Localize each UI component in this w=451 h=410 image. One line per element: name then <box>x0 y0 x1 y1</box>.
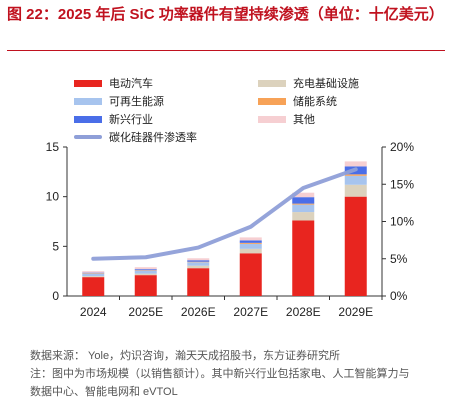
legend-label: 充电基础设施 <box>293 78 359 90</box>
bar-segment <box>82 277 105 296</box>
chart-canvas: 0 5 10 15 0% 5% 10% 15% 20% 2024 2025E 2026E 2027E 20… <box>46 140 415 319</box>
x-tick-label: 2025E <box>128 305 163 319</box>
legend-label: 可再生能源 <box>109 96 164 108</box>
legend-item-emerging: 新兴行业 <box>74 111 153 127</box>
legend-item-charging: 充电基础设施 <box>258 75 359 91</box>
y-left-tick-label: 10 <box>46 190 60 204</box>
bar-segment <box>292 212 315 221</box>
bar-segment <box>134 273 157 276</box>
penetration-line <box>91 167 358 261</box>
source-notes: 数据来源： Yole，灼识咨询，瀚天天成招股书，东方证券研究所 注：图中为市场规… <box>30 347 440 401</box>
bar-segment <box>344 174 367 176</box>
bar-segment <box>344 184 367 197</box>
x-tick-label: 2026E <box>181 305 216 319</box>
bar-segment <box>134 267 157 270</box>
bar-segment <box>187 258 210 261</box>
title-divider <box>7 50 445 51</box>
y-left-tick-label: 5 <box>52 239 59 253</box>
bar-segment <box>134 270 157 274</box>
bar-segment <box>187 262 210 266</box>
bar-segment <box>292 197 315 204</box>
bar-segment <box>82 276 105 278</box>
legend-item-renewable: 可再生能源 <box>74 93 164 109</box>
bar-segment <box>82 271 105 273</box>
legend-label: 碳化硅器件渗透率 <box>109 132 197 144</box>
y-right-tick-label: 20% <box>390 140 414 154</box>
x-tick-label: 2029E <box>338 305 373 319</box>
x-tick-label: 2027E <box>233 305 268 319</box>
bar-segment <box>239 248 262 254</box>
legend-swatch <box>258 97 286 105</box>
legend-label: 其他 <box>293 114 315 126</box>
legend-swatch <box>258 115 286 123</box>
bar-segment <box>292 192 315 198</box>
legend-swatch <box>74 79 102 87</box>
bar-segment <box>292 220 315 296</box>
bar-segment <box>292 203 315 205</box>
legend-line-swatch <box>74 135 102 139</box>
y-left-tick-label: 0 <box>52 289 59 303</box>
bar-segment <box>239 240 262 243</box>
legend-label: 新兴行业 <box>109 114 153 126</box>
bar-segment <box>344 175 367 185</box>
legend-item-storage: 储能系统 <box>258 93 337 109</box>
bar-segment <box>82 273 105 277</box>
note-line: 注：图中为市场规模（以销售额计）。其中新兴行业包括家电、人工智能算力与 <box>30 368 410 380</box>
bar-segment <box>187 268 210 296</box>
bar-segment <box>134 269 157 271</box>
legend-label: 电动汽车 <box>109 78 153 90</box>
y-right-tick-label: 15% <box>390 177 414 191</box>
bar-segment <box>292 204 315 213</box>
legend-item-ev: 电动汽车 <box>74 75 153 91</box>
chart-title: 图 22：2025 年后 SiC 功率器件有望持续渗透（单位：十亿美元） <box>7 6 444 23</box>
bar-segment <box>187 265 210 269</box>
bar-segment <box>187 260 210 262</box>
x-tick-label: 2028E <box>286 305 321 319</box>
bar-segment <box>239 242 262 244</box>
y-left-tick-label: 15 <box>46 140 60 154</box>
x-tick-label: 2024 <box>80 305 107 319</box>
y-right-tick-label: 5% <box>390 252 408 266</box>
bar-segment <box>344 196 367 296</box>
legend-swatch <box>258 79 286 87</box>
bar-segment <box>239 253 262 296</box>
y-right-tick-label: 10% <box>390 215 414 229</box>
bar-segment <box>239 243 262 249</box>
legend-label: 储能系统 <box>293 96 337 108</box>
legend-swatch <box>74 97 102 105</box>
y-right-tick-label: 0% <box>390 289 408 303</box>
source-line: 数据来源： Yole，灼识咨询，瀚天天成招股书，东方证券研究所 <box>30 350 341 362</box>
bar-segment <box>134 275 157 296</box>
legend-item-other: 其他 <box>258 111 315 127</box>
bar-segment <box>239 237 262 241</box>
bar-segment <box>344 161 367 167</box>
legend-item-penetration: 碳化硅器件渗透率 <box>74 129 197 145</box>
note-line: 数据中心、智能电网和 eVTOL <box>30 386 178 398</box>
legend-swatch <box>74 115 102 123</box>
